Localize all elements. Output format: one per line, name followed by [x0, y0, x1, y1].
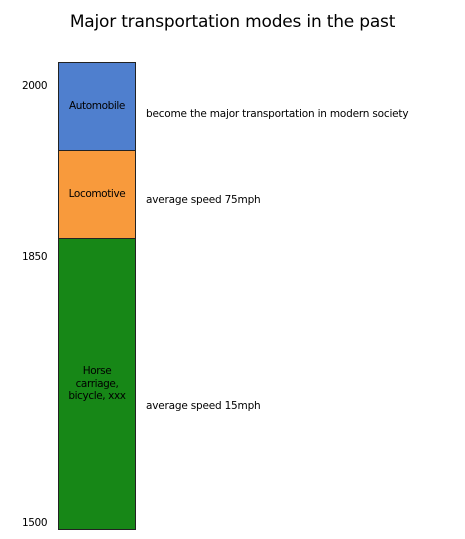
block-horse-carriage: Horse carriage, bicycle, xxx — [58, 238, 136, 530]
description-horse-carriage: average speed 15mph — [146, 400, 261, 412]
block-locomotive: Locomotive — [58, 150, 136, 239]
axis-label-2000: 2000 — [22, 80, 48, 92]
axis-label-1500: 1500 — [22, 517, 48, 529]
block-automobile-label: Automobile — [69, 100, 125, 113]
description-automobile: become the major transportation in moder… — [146, 108, 409, 120]
block-locomotive-label: Locomotive — [68, 188, 126, 201]
diagram-title: Major transportation modes in the past — [69, 12, 396, 32]
axis-label-1850: 1850 — [22, 251, 48, 263]
description-locomotive: average speed 75mph — [146, 194, 261, 206]
block-automobile: Automobile — [58, 62, 136, 151]
block-horse-carriage-label: Horse carriage, bicycle, xxx — [68, 365, 126, 403]
